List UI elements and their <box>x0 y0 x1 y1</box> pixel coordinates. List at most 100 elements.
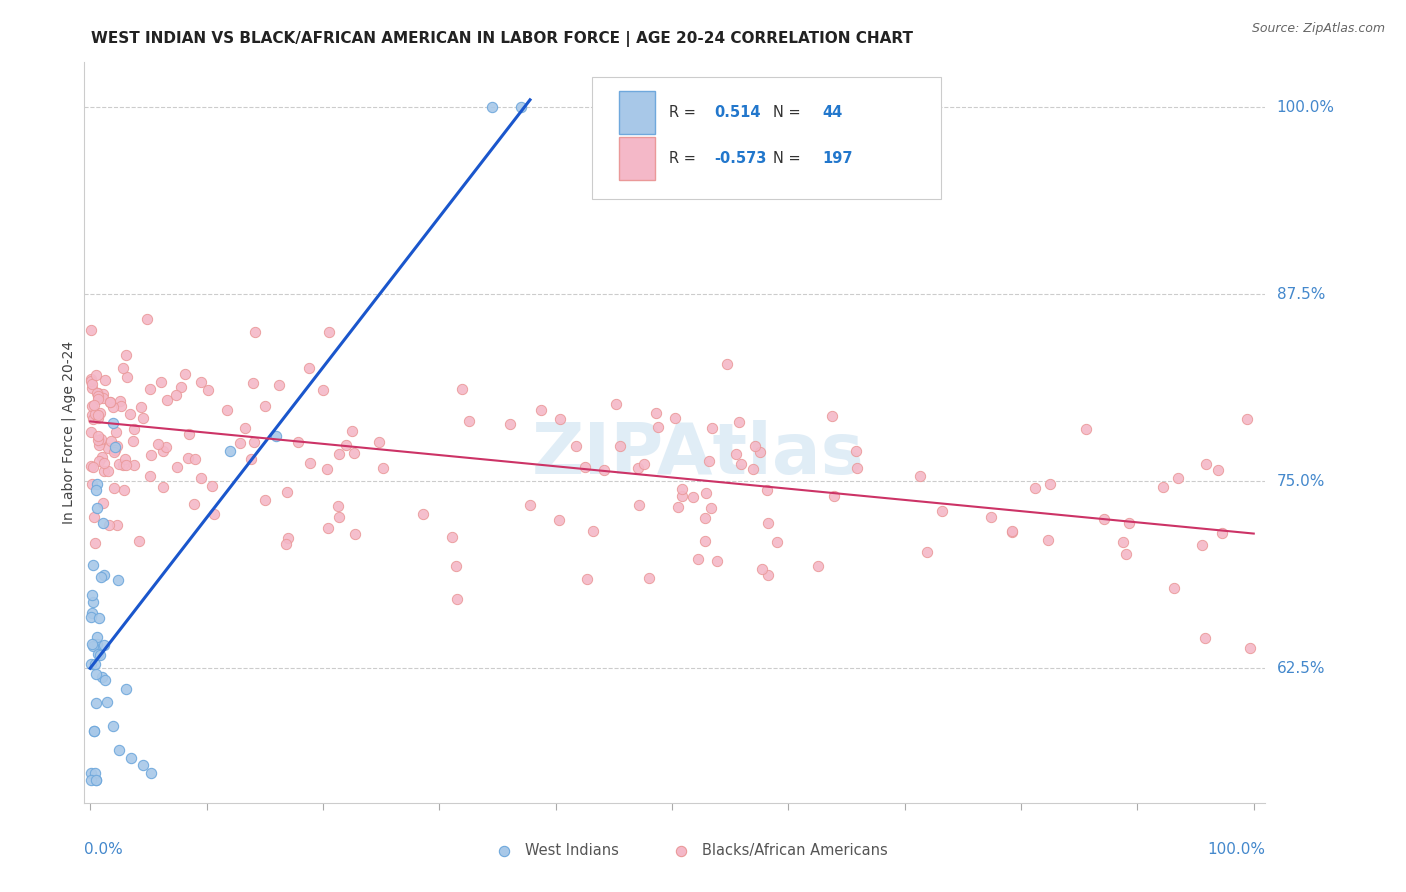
Point <box>664 411 686 425</box>
Point <box>91 391 114 405</box>
Point <box>574 459 596 474</box>
Point <box>107 573 129 587</box>
Point <box>97 442 120 456</box>
Text: R =: R = <box>669 104 700 120</box>
Point <box>122 434 145 448</box>
Point <box>93 456 115 470</box>
Point <box>86 368 108 382</box>
Point <box>87 438 110 452</box>
Point <box>120 408 142 422</box>
Point <box>86 647 108 661</box>
Point <box>243 325 266 339</box>
Point <box>458 414 481 428</box>
Point <box>450 382 472 396</box>
Point <box>83 765 105 780</box>
Point <box>197 384 219 398</box>
Point <box>229 435 252 450</box>
Point <box>766 535 789 549</box>
Point <box>807 559 830 574</box>
Point <box>233 421 256 435</box>
Point <box>730 457 752 471</box>
Point <box>682 490 704 504</box>
FancyBboxPatch shape <box>620 91 655 134</box>
Point <box>80 588 103 602</box>
Point <box>695 486 717 500</box>
FancyBboxPatch shape <box>620 137 655 180</box>
Point <box>700 500 723 515</box>
Point <box>671 489 693 503</box>
Point <box>114 682 136 697</box>
Text: West Indians: West Indians <box>524 844 619 858</box>
Point <box>823 489 845 503</box>
Text: WEST INDIAN VS BLACK/AFRICAN AMERICAN IN LABOR FORCE | AGE 20-24 CORRELATION CHA: WEST INDIAN VS BLACK/AFRICAN AMERICAN IN… <box>91 31 914 47</box>
Point <box>328 509 350 524</box>
Point <box>344 526 367 541</box>
Text: 62.5%: 62.5% <box>1277 661 1324 675</box>
Point <box>609 439 631 453</box>
Point <box>83 723 105 738</box>
Point <box>84 666 107 681</box>
Point <box>80 459 103 474</box>
Point <box>1167 471 1189 485</box>
Point <box>155 440 177 454</box>
Point <box>86 385 108 400</box>
Point <box>82 400 104 414</box>
Point <box>80 610 103 624</box>
Point <box>83 657 105 671</box>
Point <box>87 408 110 422</box>
Point <box>671 482 693 496</box>
Point <box>744 439 766 453</box>
Point <box>1111 534 1133 549</box>
Point <box>693 511 716 525</box>
Point <box>105 439 128 453</box>
Point <box>239 451 262 466</box>
Point <box>82 595 104 609</box>
Point <box>444 559 467 574</box>
Point <box>519 499 541 513</box>
Point <box>727 415 749 429</box>
Point <box>91 387 114 401</box>
Point <box>177 450 200 465</box>
Text: 197: 197 <box>823 151 853 166</box>
Point <box>131 758 153 772</box>
Text: -0.573: -0.573 <box>714 151 766 166</box>
Point <box>86 483 108 497</box>
Point <box>80 381 103 395</box>
Point <box>298 361 321 376</box>
Point <box>318 520 340 534</box>
Point <box>139 382 162 396</box>
Point <box>1195 457 1218 471</box>
Point <box>725 447 748 461</box>
Point <box>755 483 778 497</box>
Point <box>122 458 145 473</box>
Point <box>152 480 174 494</box>
Text: 75.0%: 75.0% <box>1277 474 1324 489</box>
Point <box>82 637 104 651</box>
Point <box>90 570 112 584</box>
Point <box>82 376 104 391</box>
Point <box>80 773 103 788</box>
Point <box>89 406 111 420</box>
Point <box>80 323 103 337</box>
Point <box>751 562 773 576</box>
Point <box>605 397 627 411</box>
Text: ZIPAtlas: ZIPAtlas <box>533 420 865 490</box>
Point <box>276 537 298 551</box>
Point <box>87 454 110 468</box>
Point <box>253 399 276 413</box>
Point <box>1000 524 1022 538</box>
Point <box>328 447 350 461</box>
Point <box>82 476 104 491</box>
Point <box>84 773 107 788</box>
Point <box>86 429 108 443</box>
Text: Source: ZipAtlas.com: Source: ZipAtlas.com <box>1251 22 1385 36</box>
Point <box>190 471 212 485</box>
Point <box>93 568 115 582</box>
Point <box>315 462 337 476</box>
Point <box>277 532 299 546</box>
Point <box>98 395 121 409</box>
Point <box>115 458 138 472</box>
Point <box>105 425 128 439</box>
Point <box>706 554 728 568</box>
Point <box>82 411 104 425</box>
